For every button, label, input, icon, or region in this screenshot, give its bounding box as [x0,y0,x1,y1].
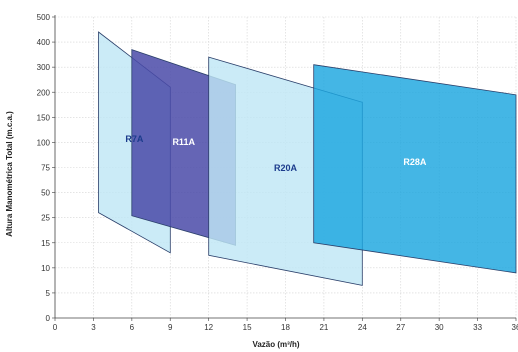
y-tick-label: 75 [41,164,50,173]
x-tick-label: 3 [91,323,96,332]
region-label-r20a: R20A [274,163,298,173]
x-tick-label: 6 [130,323,135,332]
x-tick-label: 24 [358,323,367,332]
y-tick-label: 100 [37,138,51,147]
y-tick-label: 0 [46,314,51,323]
y-tick-label: 50 [41,189,50,198]
x-tick-label: 15 [243,323,252,332]
x-tick-label: 27 [396,323,405,332]
y-tick-label: 500 [37,13,51,22]
x-tick-label: 18 [281,323,290,332]
region-r28a [313,64,517,274]
x-tick-label: 30 [435,323,444,332]
region-label-r7a: R7A [125,134,144,144]
y-axis-title: Altura Manométrica Total (m.c.a.) [5,111,14,237]
y-tick-label: 25 [41,214,50,223]
regions: R7A R11A R20A R28A [98,31,517,286]
tick-labels: 0369121518212427303336051015255075100150… [37,13,518,332]
y-tick-label: 150 [37,113,51,122]
y-tick-label: 300 [37,63,51,72]
x-tick-label: 36 [512,323,518,332]
x-tick-label: 12 [204,323,213,332]
y-tick-label: 15 [41,239,50,248]
region-label-r28a: R28A [403,157,427,167]
region-label-r11a: R11A [172,137,195,147]
x-axis-title: Vazão (m³/h) [252,340,299,349]
y-tick-label: 200 [37,88,51,97]
x-tick-label: 9 [168,323,173,332]
y-tick-label: 10 [41,264,50,273]
x-tick-label: 33 [473,323,482,332]
y-tick-label: 400 [37,38,51,47]
axes [52,15,517,321]
y-tick-label: 5 [46,289,51,298]
x-tick-label: 0 [53,323,58,332]
x-tick-label: 21 [319,323,328,332]
